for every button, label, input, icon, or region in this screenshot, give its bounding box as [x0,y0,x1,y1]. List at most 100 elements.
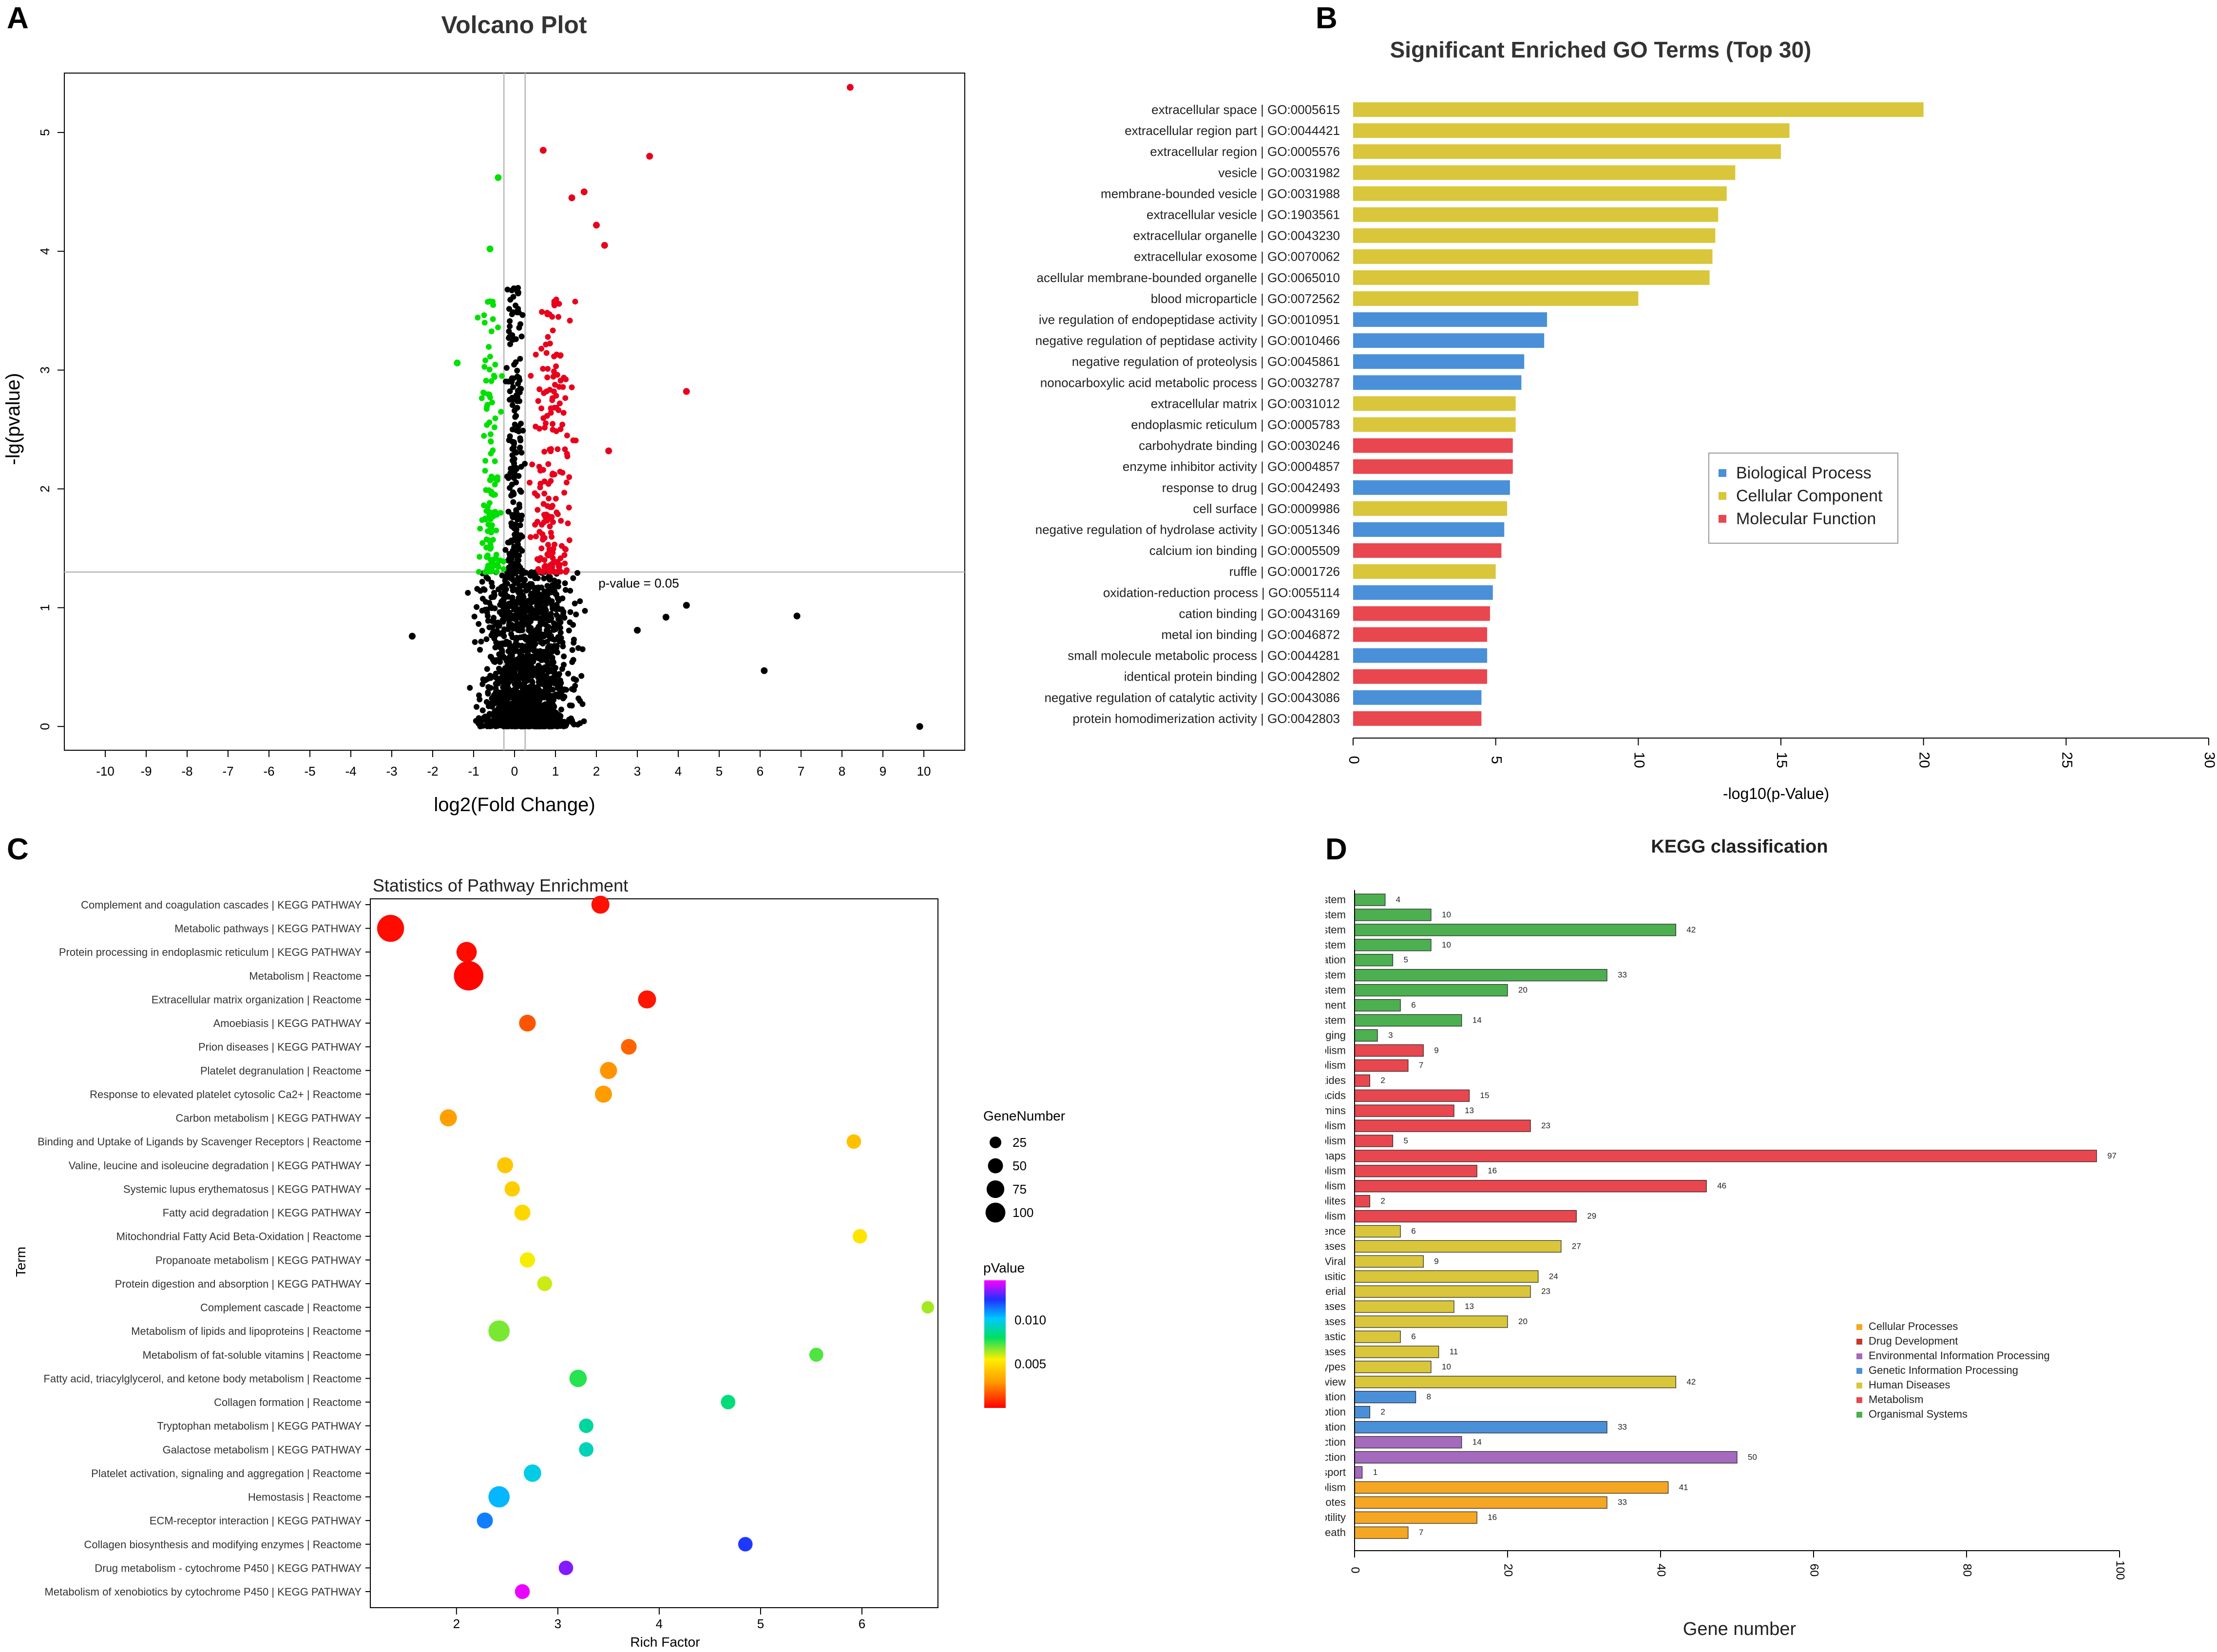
volcano-point-down [488,328,495,335]
volcano-point-ns [488,594,495,601]
x-tick-label: -6 [263,764,274,779]
go-bar [1353,165,1736,180]
kegg-category-label: Immune system [1325,924,1346,936]
volcano-point-ns [544,639,550,645]
volcano-point-ns [485,690,491,697]
volcano-point-ns [548,643,554,649]
volcano-point-ns [536,591,542,597]
volcano-point-down [488,530,494,536]
volcano-point-ns [532,655,538,661]
volcano-point-ns [555,616,561,622]
volcano-point-ns [520,582,527,589]
volcano-point-ns_upper [507,397,513,403]
volcano-point-up [557,378,564,384]
volcano-point-down [499,373,505,379]
volcano-point-up [545,461,552,467]
volcano-point-ns [569,647,575,653]
enrichment-bubble [558,1560,573,1576]
kegg-bar [1354,1225,1401,1238]
panel-c: C Statistics of Pathway Enrichment Comple… [0,828,1325,1650]
volcano-point-down [478,395,485,401]
kegg-bar [1354,1300,1454,1313]
kegg-bar [1354,893,1386,906]
volcano-point-ns [493,657,499,664]
kegg-category-label: Excretory system [1325,939,1346,951]
volcano-point-ns_upper [511,475,517,481]
x-tick-label: -10 [96,764,115,779]
volcano-point-down [487,516,494,522]
volcano-point-down [490,563,496,570]
volcano-point-ns [504,712,511,718]
y-tick-label: 1 [38,604,52,611]
term-label: Tryptophan metabolism | KEGG PATHWAY [157,1420,362,1432]
volcano-point-ns [509,584,516,590]
kegg-category-label: Aging [1325,1029,1346,1041]
volcano-point-ns_upper [517,321,523,327]
volcano-point-ns_upper [510,384,516,390]
volcano-point-ns [479,627,485,634]
volcano-point-ns [553,626,559,632]
volcano-point-ns [562,587,569,593]
volcano-point-up [538,345,545,352]
volcano-point-up [541,390,547,396]
kegg-bar [1354,954,1394,967]
volcano-point-down [488,378,495,384]
volcano-point-ns [493,632,499,638]
volcano-point-up [537,480,544,487]
go-bar [1353,690,1482,705]
volcano-point-ns [540,648,547,655]
volcano-point-ns [523,678,530,684]
volcano-point-ns [525,615,531,621]
volcano-point-ns_upper [516,501,522,508]
volcano-point-ns [552,578,558,585]
volcano-point-ns [581,718,587,724]
enrichment-bubble [515,1584,530,1599]
kegg-bar [1354,1526,1409,1539]
volcano-point-down [487,353,493,360]
volcano-point-ns [550,658,556,664]
volcano-point-ns [521,695,527,702]
kegg-category-label: Substance dependence [1325,1225,1346,1237]
kegg-bar [1354,1421,1607,1434]
volcano-point-ns [529,720,535,726]
volcano-point-down [490,316,496,322]
volcano-point-ns_upper [512,421,518,428]
go-bar [1353,270,1710,285]
volcano-point-down [477,526,483,532]
volcano-point-ns [467,684,473,691]
kegg-bar [1354,1330,1401,1343]
go-term-label: endoplasmic reticulum | GO:0005783 [1131,418,1340,432]
volcano-point-up [550,426,556,433]
volcano-point-ns_upper [509,287,515,294]
volcano-point-down [490,447,496,454]
kegg-bar [1354,1315,1508,1328]
go-bar [1353,711,1482,726]
volcano-point-up [540,467,546,473]
kegg-category-label: Folding, sorting and degradation [1325,1421,1346,1433]
volcano-point-ns [535,650,541,656]
volcano-point-up [547,504,554,510]
volcano-point-ns_upper [511,407,517,414]
volcano-point-ns_upper [512,414,518,420]
go-term-label: extracellular matrix | GO:0031012 [1151,396,1340,411]
volcano-point-ns [527,639,534,646]
volcano-point-ns [501,633,507,639]
go-bar [1353,312,1548,327]
term-label: Amoebiasis | KEGG PATHWAY [213,1017,362,1029]
enrichment-bubble [440,1109,457,1127]
enrichment-bubble [497,1157,514,1174]
volcano-point-ns [536,702,542,708]
volcano-point-ns [550,712,556,718]
kegg-category-label: Neurodegenerative diseases [1325,1240,1346,1252]
enrichment-bubble [721,1395,736,1409]
volcano-outlier-up [593,222,600,229]
x-axis-label: log2(Fold Change) [434,794,595,816]
volcano-point-up [546,495,552,502]
term-label: Extracellular matrix organization | Reac… [152,993,362,1006]
term-label: Systemic lupus erythematosus | KEGG PATH… [123,1183,362,1195]
go-term-label: nonocarboxylic acid metabolic process | … [1040,375,1340,390]
legend-swatch [1856,1324,1862,1330]
legend-label: Cellular Processes [1869,1320,1958,1332]
volcano-point-up [541,491,548,497]
kegg-value-label: 15 [1480,1091,1490,1100]
